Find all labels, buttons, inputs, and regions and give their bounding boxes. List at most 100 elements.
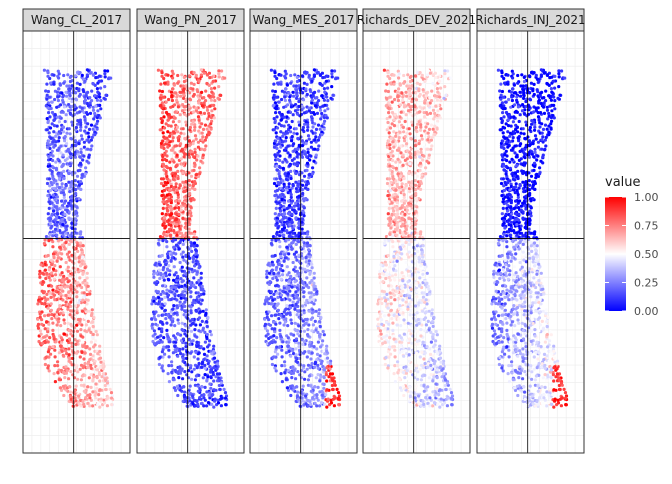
- data-point: [305, 402, 308, 405]
- data-point: [175, 271, 178, 274]
- data-point: [99, 99, 102, 102]
- data-point: [182, 93, 185, 96]
- data-point: [67, 109, 70, 112]
- data-point: [286, 265, 289, 268]
- data-point: [275, 184, 278, 187]
- data-point: [197, 291, 200, 294]
- data-point: [192, 402, 195, 405]
- data-point: [331, 75, 334, 78]
- data-point: [78, 155, 81, 158]
- data-point: [295, 190, 298, 193]
- data-point: [69, 137, 72, 140]
- data-point: [184, 342, 187, 345]
- data-point: [40, 302, 43, 305]
- data-point: [86, 148, 89, 151]
- data-point: [74, 144, 77, 147]
- data-point: [291, 199, 294, 202]
- data-point: [180, 308, 183, 311]
- data-point: [275, 276, 278, 279]
- data-point: [205, 404, 208, 407]
- data-point: [308, 259, 311, 262]
- data-point: [91, 404, 94, 407]
- data-point: [50, 309, 53, 312]
- data-point: [51, 207, 54, 210]
- data-point: [323, 376, 326, 379]
- data-point: [179, 261, 182, 264]
- data-point: [183, 395, 186, 398]
- data-point: [181, 256, 184, 259]
- data-point: [74, 184, 77, 187]
- data-point: [98, 406, 101, 409]
- data-point: [82, 88, 85, 91]
- data-point: [325, 366, 328, 369]
- data-point: [80, 134, 83, 137]
- data-point: [280, 98, 283, 101]
- data-point: [91, 308, 94, 311]
- data-point: [204, 373, 207, 376]
- data-point: [56, 158, 59, 161]
- data-point: [175, 290, 178, 293]
- data-point: [305, 260, 308, 263]
- data-point: [213, 87, 216, 90]
- data-point: [60, 92, 63, 95]
- data-point: [292, 132, 295, 135]
- data-point: [82, 244, 85, 247]
- data-point: [423, 115, 426, 118]
- data-point: [319, 345, 322, 348]
- data-point: [206, 73, 209, 76]
- data-point: [169, 315, 172, 318]
- data-point: [47, 254, 50, 257]
- data-point: [90, 367, 93, 370]
- data-point: [306, 188, 309, 191]
- data-point: [329, 372, 332, 375]
- data-point: [213, 357, 216, 360]
- data-point: [205, 390, 208, 393]
- data-point: [156, 336, 159, 339]
- data-point: [86, 272, 89, 275]
- data-point: [201, 135, 204, 138]
- data-point: [179, 277, 182, 280]
- data-point: [90, 386, 93, 389]
- data-point: [202, 376, 205, 379]
- data-point: [170, 287, 173, 290]
- data-point: [193, 93, 196, 96]
- data-point: [48, 268, 51, 271]
- data-point: [68, 329, 71, 332]
- data-point: [47, 140, 50, 143]
- data-point: [209, 387, 212, 390]
- data-point: [169, 106, 172, 109]
- data-point: [321, 339, 324, 342]
- data-point: [278, 150, 281, 153]
- data-point: [79, 233, 82, 236]
- data-point: [276, 296, 279, 299]
- data-point: [317, 373, 320, 376]
- data-point: [183, 155, 186, 158]
- data-point: [186, 91, 189, 94]
- data-point: [74, 192, 77, 195]
- data-point: [274, 212, 277, 215]
- data-point: [179, 294, 182, 297]
- data-point: [182, 97, 185, 100]
- data-point: [67, 270, 70, 273]
- data-point: [292, 142, 295, 145]
- data-point: [210, 368, 213, 371]
- data-point: [285, 178, 288, 181]
- data-point: [66, 369, 69, 372]
- data-point: [61, 99, 64, 102]
- data-point: [279, 74, 282, 77]
- data-point: [185, 195, 188, 198]
- data-point: [84, 362, 87, 365]
- data-point: [161, 200, 164, 203]
- data-point: [90, 99, 93, 102]
- data-point: [202, 154, 205, 157]
- data-point: [280, 278, 283, 281]
- data-point: [181, 217, 184, 220]
- data-point: [164, 302, 167, 305]
- data-point: [190, 311, 193, 314]
- data-point: [332, 388, 335, 391]
- data-point: [177, 193, 180, 196]
- data-point: [202, 404, 205, 407]
- data-point: [310, 279, 313, 282]
- data-point: [176, 154, 179, 157]
